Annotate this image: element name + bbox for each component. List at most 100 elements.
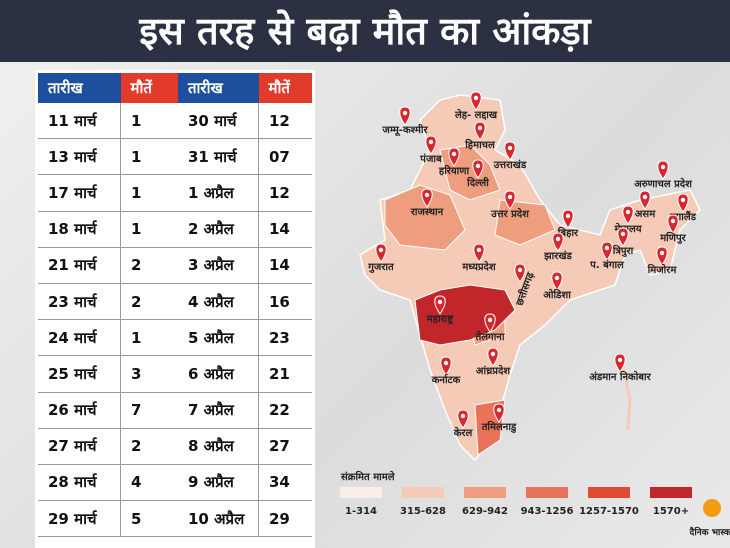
pin-dot [428, 139, 434, 145]
table-row: 8 अप्रैल 27 [178, 428, 312, 465]
pin-dot [555, 236, 561, 242]
pin [425, 135, 437, 155]
pin [421, 188, 433, 208]
pin [473, 243, 485, 263]
pin-dot [680, 197, 686, 203]
pin-dot [554, 275, 560, 281]
state-label: हिमाचल [464, 138, 496, 151]
table-row: 9 अप्रैल 34 [178, 464, 312, 502]
legend-swatch [526, 487, 568, 498]
header-row: तारीख मौतें [38, 73, 178, 103]
pin-dot [507, 145, 513, 151]
date-cell: 7 अप्रैल [178, 392, 259, 429]
column-header: मौतें [258, 73, 312, 103]
pin-dot [402, 110, 408, 116]
table-row: 28 मार्च 4 [38, 464, 178, 502]
deaths-cell: 4 [120, 464, 178, 502]
date-cell: 9 अप्रैल [178, 464, 259, 502]
table-row: 13 मार्च 1 [38, 138, 178, 176]
data-table: तारीख मौतें 30 मार्च 12 31 मार्च 07 1 अप्रैल 12… [178, 73, 312, 538]
pin [562, 209, 574, 229]
pin-dot [625, 209, 631, 215]
deaths-cell: 1 [120, 138, 178, 176]
pin-dot [659, 250, 665, 256]
pin-dot [473, 95, 479, 101]
legend-label: 315-628 [400, 506, 446, 517]
state-label: लेह- लद्दाख [454, 108, 498, 121]
table-row: 7 अप्रैल 22 [178, 392, 312, 429]
state-label: उत्तराखंड [493, 159, 527, 171]
pin-dot [487, 317, 493, 323]
state-label: मणिपुर [659, 231, 686, 244]
pin [504, 141, 516, 161]
pin [639, 190, 651, 210]
logo-badge [703, 499, 721, 517]
pin-dot [620, 231, 626, 237]
deaths-cell: 7 [120, 392, 178, 429]
pin [484, 313, 496, 333]
state-label: प. बंगाल [589, 259, 625, 271]
table-row: 27 मार्च 2 [38, 428, 178, 465]
pin [657, 160, 669, 180]
pin-dot [477, 125, 483, 131]
pin-dot [617, 357, 623, 363]
deaths-cell: 12 [258, 174, 312, 212]
table-row: 1 अप्रैल 12 [178, 174, 312, 212]
legend-label: 943-1256 [521, 506, 574, 517]
logo-text: दैनिक भास्कर [689, 526, 730, 538]
table-row: 5 अप्रैल 23 [178, 319, 312, 357]
pin [617, 227, 629, 247]
pin-dot [437, 299, 443, 305]
pin-dot [443, 360, 449, 366]
table-row: 2 अप्रैल 14 [178, 211, 312, 248]
pin [487, 347, 499, 367]
deaths-cell: 14 [258, 247, 312, 284]
deaths-cell: 34 [258, 464, 312, 502]
state-label: अंडमान निकोबार [589, 370, 651, 383]
date-cell: 13 मार्च [38, 138, 121, 176]
state-label: हरियाणा [438, 164, 470, 177]
header-row: तारीख मौतें [178, 73, 312, 103]
column-header: तारीख [38, 73, 121, 103]
pin [470, 91, 482, 111]
state-label: झारखंड [543, 250, 572, 262]
date-cell: 1 अप्रैल [178, 174, 259, 212]
state-label: तमिलनाडु [481, 420, 517, 433]
table-row: 23 मार्च 2 [38, 283, 178, 321]
pin-dot [507, 194, 513, 200]
state-label: असम [635, 209, 656, 220]
pin-dot [496, 407, 502, 413]
state-label: जम्मू-कश्मीर [381, 123, 428, 137]
date-cell: 10 अप्रैल [178, 500, 259, 538]
date-cell: 23 मार्च [38, 283, 121, 321]
pin-dot [670, 218, 676, 224]
date-cell: 28 मार्च [38, 464, 121, 502]
pin-dot [476, 247, 482, 253]
state-label: राजस्थान [410, 207, 444, 218]
deaths-cell: 22 [258, 392, 312, 429]
pin-dot [660, 164, 666, 170]
pin [472, 159, 484, 179]
pin-dot [424, 192, 430, 198]
deaths-cell: 23 [258, 319, 312, 357]
state-label: गुजरात [367, 262, 395, 273]
state-label: त्रिपुरा [612, 244, 634, 257]
date-cell: 5 अप्रैल [178, 319, 259, 357]
date-cell: 17 मार्च [38, 174, 121, 212]
legend-title: संक्रमित मामले [340, 470, 396, 483]
date-cell: 27 मार्च [38, 428, 121, 465]
deaths-cell: 5 [120, 500, 178, 538]
state-label: तेलंगाना [475, 330, 505, 343]
pin [667, 214, 679, 234]
table-row: 3 अप्रैल 14 [178, 247, 312, 284]
table-row: 25 मार्च 3 [38, 355, 178, 393]
deaths-cell: 07 [258, 138, 312, 176]
table-row: 21 मार्च 2 [38, 247, 178, 284]
deaths-cell: 16 [258, 283, 312, 321]
deaths-cell: 1 [120, 319, 178, 357]
pin-dot [517, 267, 523, 273]
legend-label: 629-942 [462, 506, 508, 517]
pin [614, 353, 626, 373]
deaths-cell: 3 [120, 355, 178, 393]
